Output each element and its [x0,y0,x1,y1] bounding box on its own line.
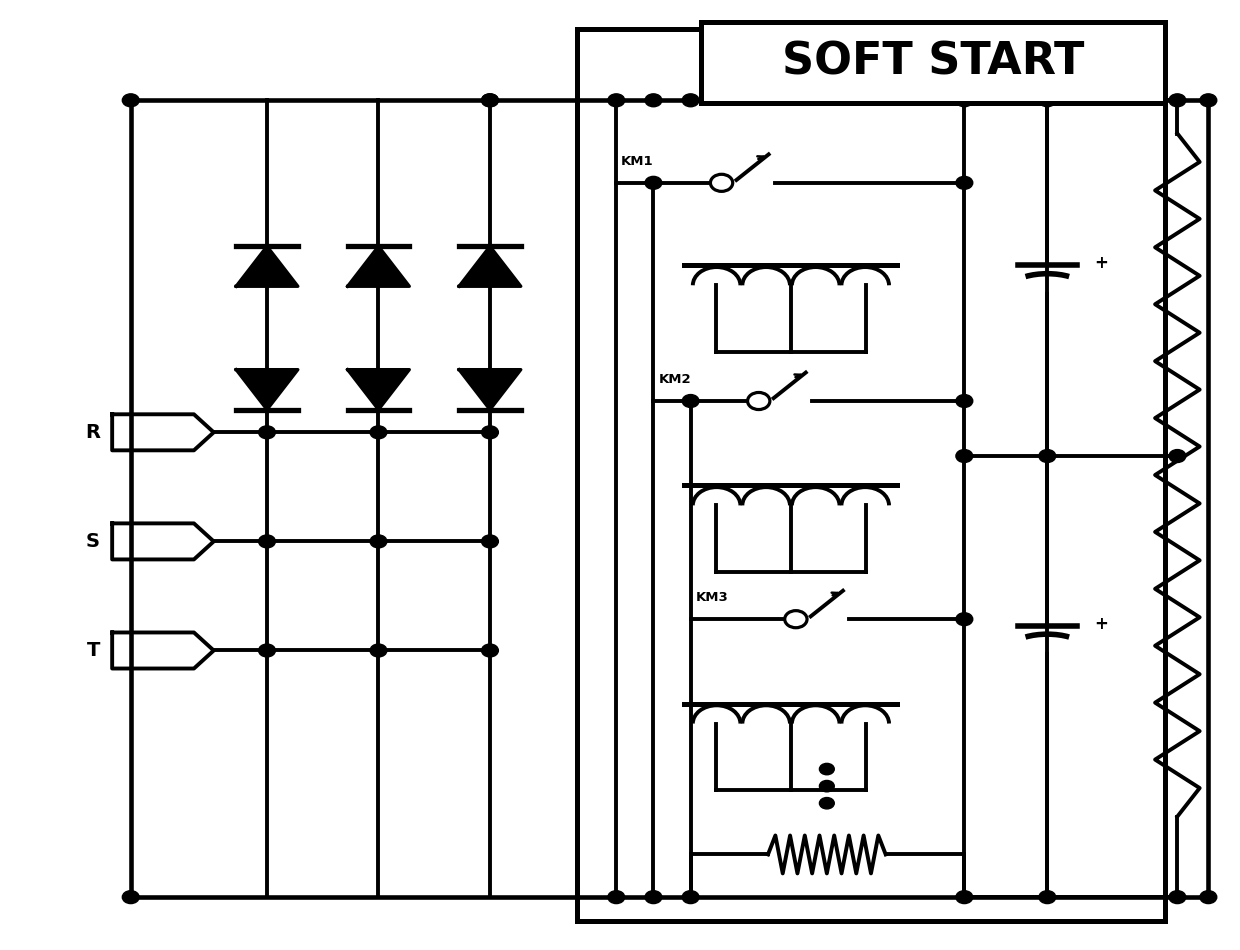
Circle shape [956,394,972,408]
Circle shape [682,394,699,408]
Circle shape [645,177,662,189]
Circle shape [645,94,662,106]
Text: KM1: KM1 [621,155,653,167]
Circle shape [481,94,498,106]
Polygon shape [459,246,521,286]
Text: KM3: KM3 [696,591,728,604]
Circle shape [785,611,807,628]
Circle shape [820,781,835,792]
Text: +: + [1095,255,1109,273]
Text: SOFT START: SOFT START [781,41,1084,84]
Bar [577,29,1166,921]
Circle shape [820,798,835,808]
Circle shape [370,535,387,548]
Text: KM2: KM2 [658,372,691,386]
Circle shape [481,426,498,439]
Circle shape [608,94,625,106]
Text: R: R [84,423,99,442]
Circle shape [956,891,972,903]
Circle shape [123,891,139,903]
Circle shape [645,891,662,903]
Circle shape [682,94,699,106]
Text: S: S [86,532,99,551]
Circle shape [682,891,699,903]
Circle shape [259,644,275,657]
Circle shape [820,764,835,775]
Circle shape [259,426,275,439]
Circle shape [1039,891,1055,903]
Polygon shape [236,370,298,409]
Circle shape [1200,94,1216,106]
Circle shape [956,449,972,463]
Circle shape [956,177,972,189]
Circle shape [956,94,972,106]
Circle shape [259,535,275,548]
Circle shape [481,535,498,548]
Circle shape [481,644,498,657]
Circle shape [370,426,387,439]
Polygon shape [347,246,409,286]
Circle shape [1200,891,1216,903]
Circle shape [956,613,972,626]
Text: T: T [87,641,99,660]
Circle shape [370,644,387,657]
Circle shape [123,94,139,106]
Circle shape [1169,94,1185,106]
Circle shape [1039,449,1055,463]
Circle shape [748,392,770,409]
Circle shape [711,174,733,191]
Circle shape [1039,94,1055,106]
Polygon shape [347,370,409,409]
Circle shape [481,94,498,106]
Circle shape [608,891,625,903]
Circle shape [1169,891,1185,903]
Circle shape [1169,449,1185,463]
Polygon shape [459,370,521,409]
Polygon shape [236,246,298,286]
Text: +: + [1095,615,1109,633]
Bar [701,22,1166,104]
